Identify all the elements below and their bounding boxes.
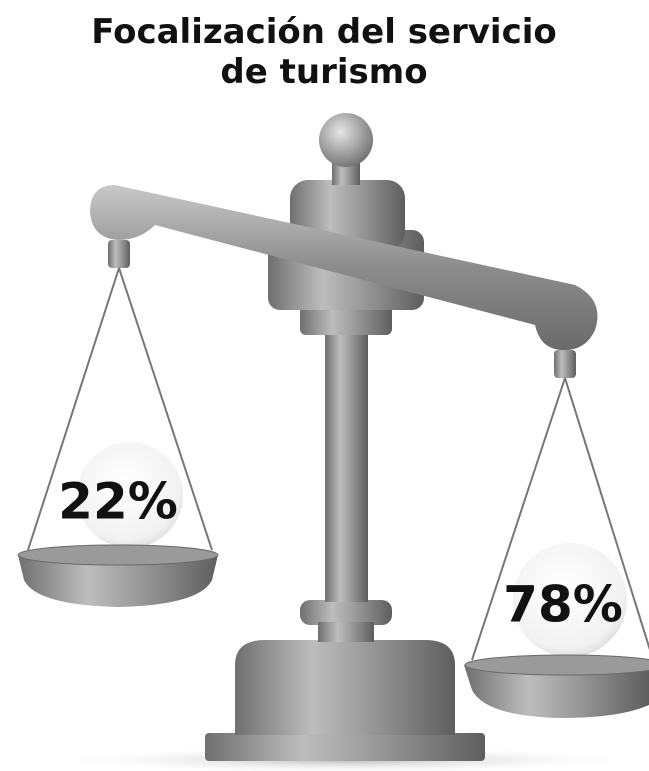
base-bell — [235, 640, 455, 735]
right-pan — [464, 665, 649, 718]
base-plate — [205, 733, 485, 761]
column — [325, 300, 368, 602]
knob — [319, 113, 373, 167]
right-percent: 78% — [503, 576, 623, 634]
right-chain — [564, 377, 649, 651]
right-pan-rim — [464, 654, 649, 676]
right-chain — [471, 377, 566, 661]
left-bubble — [77, 442, 183, 548]
right-bubble — [513, 543, 627, 657]
right-hook — [554, 350, 576, 378]
column-neck — [318, 622, 374, 642]
left-hook — [108, 240, 130, 268]
left-pan-rim — [17, 544, 219, 566]
left-pan — [18, 555, 218, 607]
left-percent: 22% — [58, 473, 178, 531]
left-chain — [118, 267, 213, 551]
left-chain — [27, 267, 120, 551]
beam — [90, 185, 598, 351]
title: Focalización del servicio de turismo — [91, 12, 557, 92]
column-collar — [300, 600, 392, 625]
